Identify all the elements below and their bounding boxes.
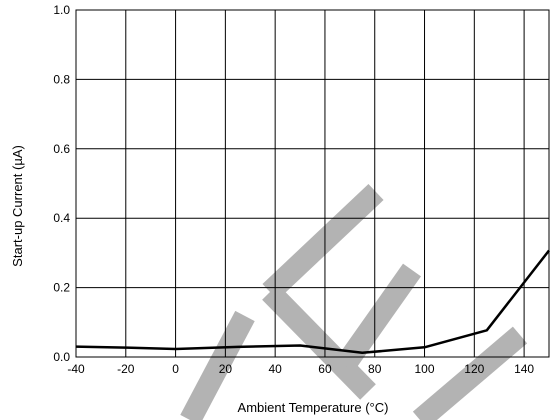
x-tick-label: -40 <box>67 362 85 376</box>
x-axis-title-unit: °C) <box>370 400 389 415</box>
watermark <box>180 183 528 420</box>
x-tick-label: 100 <box>415 362 435 376</box>
x-tick-label: 40 <box>268 362 282 376</box>
watermark-stroke <box>262 183 384 301</box>
watermark-stroke <box>336 263 421 372</box>
x-tick-label: 20 <box>219 362 233 376</box>
x-tick-label: 80 <box>368 362 382 376</box>
y-tick-labels: 0.0 0.2 0.4 0.6 0.8 1.0 <box>53 3 70 364</box>
x-tick-label: 140 <box>514 362 534 376</box>
plot-frame <box>75 9 550 358</box>
y-tick-label: 0.0 <box>53 350 70 364</box>
series-layer <box>75 249 550 355</box>
watermark-stroke <box>412 326 528 420</box>
grid <box>76 10 549 357</box>
y-tick-label: 0.4 <box>53 211 70 225</box>
y-tick-label: 0.8 <box>53 72 70 86</box>
y-tick-label: 1.0 <box>53 3 70 17</box>
x-tick-label: -20 <box>117 362 135 376</box>
y-axis-title: Start-up Current (µA) <box>10 145 25 267</box>
y-tick-label: 0.2 <box>53 281 70 295</box>
x-tick-label: 0 <box>172 362 179 376</box>
watermark-stroke <box>180 310 255 420</box>
x-axis-title-text: Ambient Temperature ( <box>238 400 371 415</box>
x-tick-labels: -40 -20 0 20 40 60 80 100 120 140 <box>67 362 534 376</box>
x-axis-title: Ambient Temperature (°C) <box>238 400 389 415</box>
series-line <box>75 249 550 355</box>
x-tick-label: 120 <box>464 362 484 376</box>
watermark-stroke <box>262 284 376 400</box>
y-tick-label: 0.6 <box>53 142 70 156</box>
x-tick-label: 60 <box>318 362 332 376</box>
